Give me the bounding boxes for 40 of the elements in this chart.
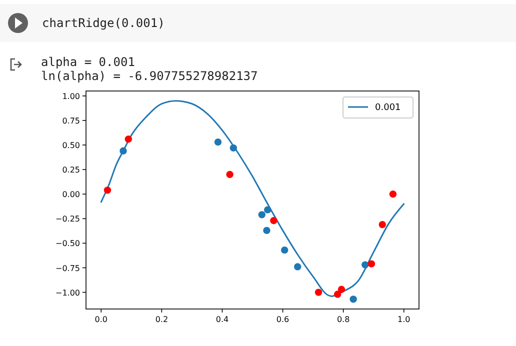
text: ln(alpha) = -6.907755278982137 xyxy=(41,69,258,83)
y-tick-label: −0.75 xyxy=(55,264,80,273)
point xyxy=(230,144,238,152)
point xyxy=(362,261,369,268)
point xyxy=(226,170,234,178)
point xyxy=(280,246,288,254)
point xyxy=(338,286,346,293)
point xyxy=(124,136,132,143)
y-tick-label: 0.00 xyxy=(62,190,80,200)
x-tick-label: 0.4 xyxy=(216,315,229,324)
point xyxy=(104,186,112,194)
x-tick-label: 0.2 xyxy=(155,315,168,324)
legend-label: 0.001 xyxy=(375,103,401,113)
point xyxy=(368,260,376,268)
point xyxy=(294,263,302,270)
point xyxy=(270,217,278,224)
point xyxy=(334,290,342,298)
text: chartRidge(0.001) xyxy=(42,16,165,30)
point xyxy=(389,190,397,198)
y-tick-label: −0.50 xyxy=(55,239,80,248)
line-series xyxy=(100,100,405,297)
y-tick-label: 0.25 xyxy=(62,166,80,175)
text: alpha = 0.001 xyxy=(41,55,135,69)
point xyxy=(314,288,322,296)
point xyxy=(378,220,386,228)
point xyxy=(214,138,222,146)
x-tick-label: 1.0 xyxy=(397,315,410,324)
x-tick-label: 0.0 xyxy=(94,315,108,324)
x-tick-label: 0.6 xyxy=(276,315,290,324)
y-tick-label: −0.25 xyxy=(55,214,80,224)
point xyxy=(120,147,127,154)
point xyxy=(263,226,270,234)
y-tick-label: 0.50 xyxy=(62,141,80,150)
y-tick-label: 1.00 xyxy=(62,92,80,101)
y-tick-label: 0.75 xyxy=(62,116,80,126)
y-tick-label: −1.00 xyxy=(55,288,80,298)
point xyxy=(258,211,266,218)
point xyxy=(264,206,272,214)
x-tick-label: 0.8 xyxy=(336,315,350,324)
point xyxy=(350,296,357,303)
